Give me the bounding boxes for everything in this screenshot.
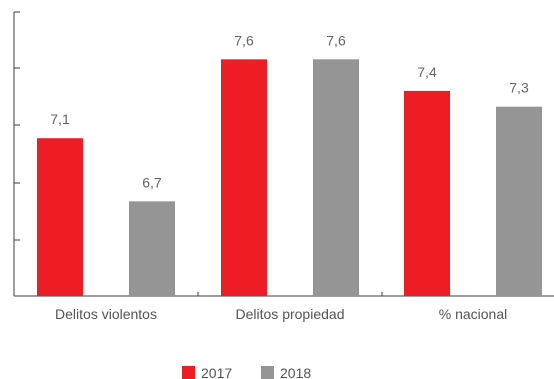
bar-2018 xyxy=(313,59,359,297)
bar-2018 xyxy=(129,201,175,296)
legend-label: 2017 xyxy=(201,365,232,379)
legend-label: 2018 xyxy=(280,365,311,379)
chart-legend: 2017 2018 xyxy=(182,365,311,379)
chart-bars xyxy=(37,59,542,297)
data-label: 7,6 xyxy=(326,32,346,48)
data-label: 7,1 xyxy=(50,111,70,127)
legend-swatch-2018 xyxy=(261,366,274,379)
data-label: 7,4 xyxy=(417,64,437,80)
category-label: Delitos violentos xyxy=(55,306,157,322)
data-label: 7,3 xyxy=(509,80,529,96)
legend-swatch-2017 xyxy=(182,366,195,379)
bar-2017 xyxy=(221,59,267,297)
category-label: Delitos propiedad xyxy=(236,306,345,322)
bar-2017 xyxy=(404,90,450,296)
data-label: 6,7 xyxy=(142,174,162,190)
chart-category-labels: Delitos violentos Delitos propiedad % naci… xyxy=(55,306,507,322)
bar-2018 xyxy=(496,106,542,297)
chart-axes xyxy=(13,11,554,297)
bar-2017 xyxy=(37,138,83,296)
data-label: 7,6 xyxy=(234,32,254,48)
chart-data-labels: 7,1 6,7 7,6 7,6 7,4 7,3 xyxy=(50,32,529,190)
category-label: % nacional xyxy=(439,306,508,322)
